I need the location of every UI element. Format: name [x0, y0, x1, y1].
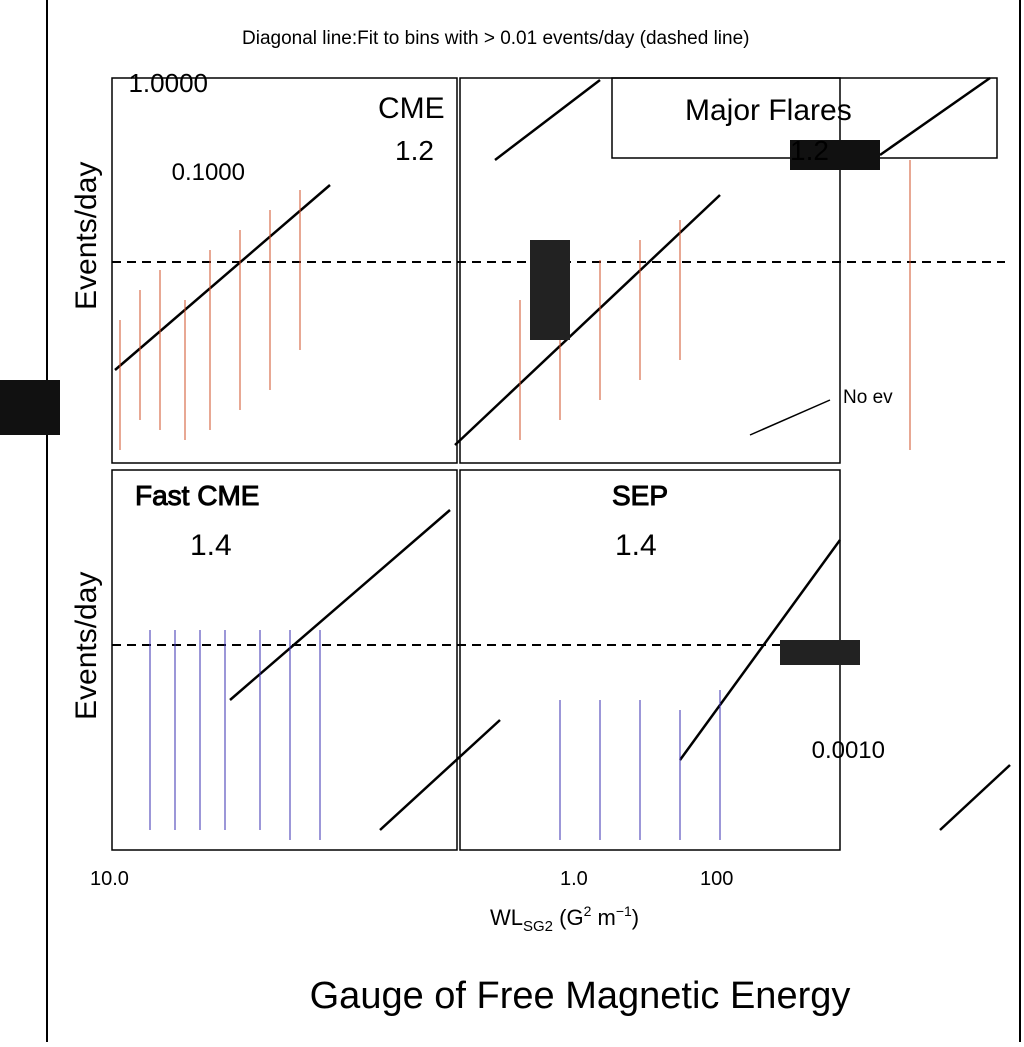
y-axis-label: Events/day: [70, 162, 103, 310]
x-tick-label: 1.0: [560, 868, 588, 890]
fit-line: [494, 79, 601, 161]
fit-line: [939, 764, 1011, 831]
block: [790, 140, 880, 170]
x-tick-label: 100: [700, 868, 733, 890]
panel-title: CME: [378, 92, 445, 125]
panel-title: Major Flares: [685, 94, 852, 127]
fit-line: [379, 719, 501, 831]
fit-line: [879, 76, 991, 157]
error-bars: [119, 160, 911, 840]
panel-frame: [111, 77, 458, 464]
panel-slope: 1.2: [395, 135, 434, 166]
x-axis-label-part: WL: [490, 905, 523, 930]
x-axis-label-part: (G: [553, 905, 584, 930]
y-tick-label: 1.0000: [128, 68, 208, 98]
x-axis-label-part: 2: [584, 903, 592, 919]
x-axis-label-part: m: [591, 905, 615, 930]
fit-line: [114, 184, 331, 371]
annotation: Diagonal line:Fit to bins with > 0.01 ev…: [242, 28, 750, 49]
x-axis-label-part: −1: [616, 903, 632, 919]
fit-line: [678, 539, 842, 761]
panel-slope: 1.4: [615, 529, 657, 562]
panel-slope: 1.2: [790, 135, 829, 166]
y-tick-label: 0.1000: [172, 159, 245, 186]
x-tick-label: 10.0: [90, 868, 129, 890]
panel-frame: [111, 469, 458, 851]
note: No ev: [843, 387, 893, 408]
y-axis-label: Events/day: [70, 572, 103, 720]
panel-title: Fast CME: [135, 480, 259, 511]
x-axis-label-part: SG2: [523, 918, 553, 935]
footer-title: Gauge of Free Magnetic Energy: [310, 975, 851, 1017]
x-axis-label: WLSG2 (G2 m−1): [490, 903, 639, 935]
fit-line: [229, 509, 451, 701]
block: [0, 380, 60, 435]
pointer-line: [749, 399, 831, 436]
block: [530, 240, 570, 340]
x-axis-label-part: ): [632, 905, 639, 930]
panel-slope: 1.4: [190, 529, 232, 562]
block: [780, 640, 860, 665]
y-tick-label: 0.0010: [812, 737, 885, 764]
fit-line: [454, 194, 721, 446]
panel-title: SEP: [612, 480, 668, 511]
